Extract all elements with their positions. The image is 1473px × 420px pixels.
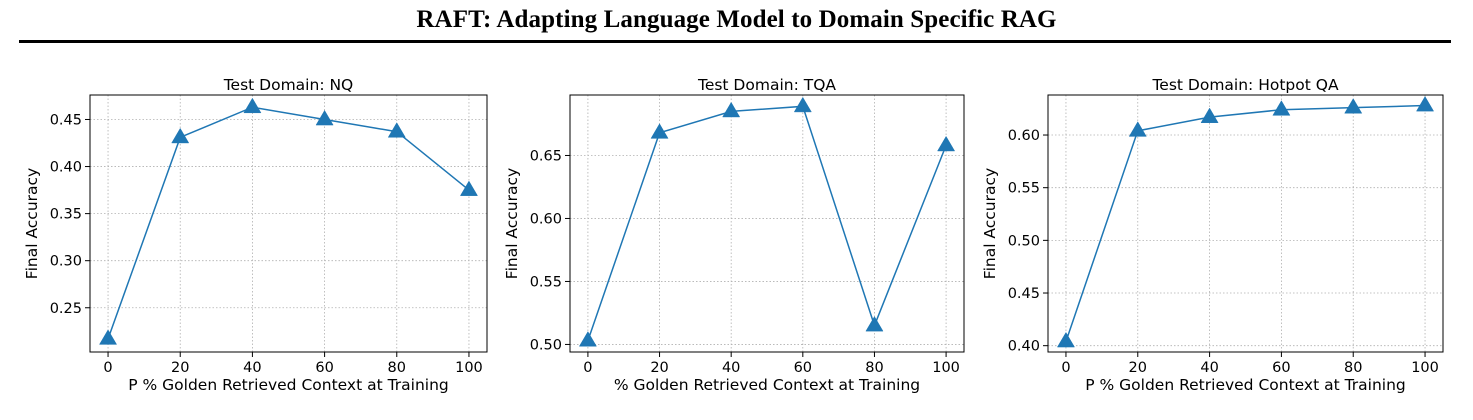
y-axis-label: Final Accuracy xyxy=(503,168,521,279)
x-tick-label: 80 xyxy=(865,360,883,376)
series-line xyxy=(587,105,947,341)
x-tick-label: 80 xyxy=(1344,360,1362,376)
x-tick-label: 60 xyxy=(1272,360,1290,376)
y-tick-label: 0.25 xyxy=(50,301,82,317)
y-axis-label: Final Accuracy xyxy=(23,168,41,279)
x-tick-label: 20 xyxy=(171,360,189,376)
chart-title: Test Domain: TQA xyxy=(697,76,836,94)
x-tick-label: 100 xyxy=(1411,360,1439,376)
y-tick-label: 0.30 xyxy=(50,254,82,270)
y-tick-label: 0.45 xyxy=(50,112,82,128)
data-point xyxy=(1416,96,1435,112)
series-line xyxy=(1065,104,1426,342)
data-point xyxy=(1056,331,1075,348)
x-tick-label: 60 xyxy=(315,360,333,376)
data-point xyxy=(722,101,741,118)
chart-title: Test Domain: NQ xyxy=(223,76,354,94)
x-tick-label: 20 xyxy=(650,360,668,376)
data-point xyxy=(937,135,956,152)
y-tick-label: 0.55 xyxy=(530,274,562,290)
chart-title: Test Domain: Hotpot QA xyxy=(1151,76,1338,94)
y-tick-label: 0.50 xyxy=(1008,233,1040,249)
series-line xyxy=(107,106,470,340)
x-tick-label: 40 xyxy=(722,360,740,376)
x-tick-label: 80 xyxy=(388,360,406,376)
data-point xyxy=(793,96,812,113)
y-axis-label: Final Accuracy xyxy=(981,168,999,279)
chart-panel-1: 0 20 40 60 80 100 0.25 0.30 0.35 0.40 0.45 Test Dom… xyxy=(23,76,488,394)
x-tick-label: 0 xyxy=(103,360,112,376)
data-point xyxy=(315,109,334,126)
data-point xyxy=(578,331,597,347)
chart-panel-3: 0 20 40 60 80 100 0.40 0.45 0.50 0.55 0.60 Test Dom… xyxy=(981,76,1444,394)
x-axis-label: P % Golden Retrieved Context at Training xyxy=(128,376,449,394)
data-point xyxy=(1200,107,1219,123)
data-point xyxy=(865,316,884,332)
y-tick-label: 0.60 xyxy=(1008,128,1040,144)
y-tick-label: 0.60 xyxy=(530,211,562,227)
y-tick-label: 0.45 xyxy=(1008,286,1040,302)
x-tick-label: 0 xyxy=(583,360,592,376)
data-point xyxy=(1344,98,1363,114)
y-tick-label: 0.55 xyxy=(1008,181,1040,197)
x-tick-label: 20 xyxy=(1129,360,1147,376)
data-point xyxy=(1272,100,1291,116)
plot-frame xyxy=(89,94,488,353)
x-tick-label: 100 xyxy=(455,360,483,376)
data-point xyxy=(171,127,190,144)
x-tick-label: 40 xyxy=(1200,360,1218,376)
data-point xyxy=(650,123,669,139)
y-tick-label: 0.65 xyxy=(530,148,562,164)
y-tick-label: 0.50 xyxy=(530,337,562,353)
data-point xyxy=(459,180,478,196)
y-tick-label: 0.40 xyxy=(50,160,82,176)
plot-frame xyxy=(1047,94,1444,353)
data-point xyxy=(387,122,406,138)
chart-panel-2: 0 20 40 60 80 100 0.50 0.55 0.60 0.65 Test Domain:… xyxy=(503,76,965,394)
figure-title: RAFT: Adapting Language Model to Domain … xyxy=(416,6,1057,33)
x-tick-label: 40 xyxy=(243,360,261,376)
x-tick-label: 0 xyxy=(1061,360,1070,376)
data-point xyxy=(1128,121,1147,137)
x-tick-label: 60 xyxy=(794,360,812,376)
data-point xyxy=(243,97,262,114)
title-rule xyxy=(19,40,1451,43)
plot-frame xyxy=(569,94,965,353)
data-point xyxy=(99,329,118,345)
x-axis-label: % Golden Retrieved Context at Training xyxy=(614,376,920,394)
y-tick-label: 0.40 xyxy=(1008,339,1040,355)
x-tick-label: 100 xyxy=(932,360,960,376)
x-axis-label: P % Golden Retrieved Context at Training xyxy=(1085,376,1406,394)
y-tick-label: 0.35 xyxy=(50,207,82,223)
